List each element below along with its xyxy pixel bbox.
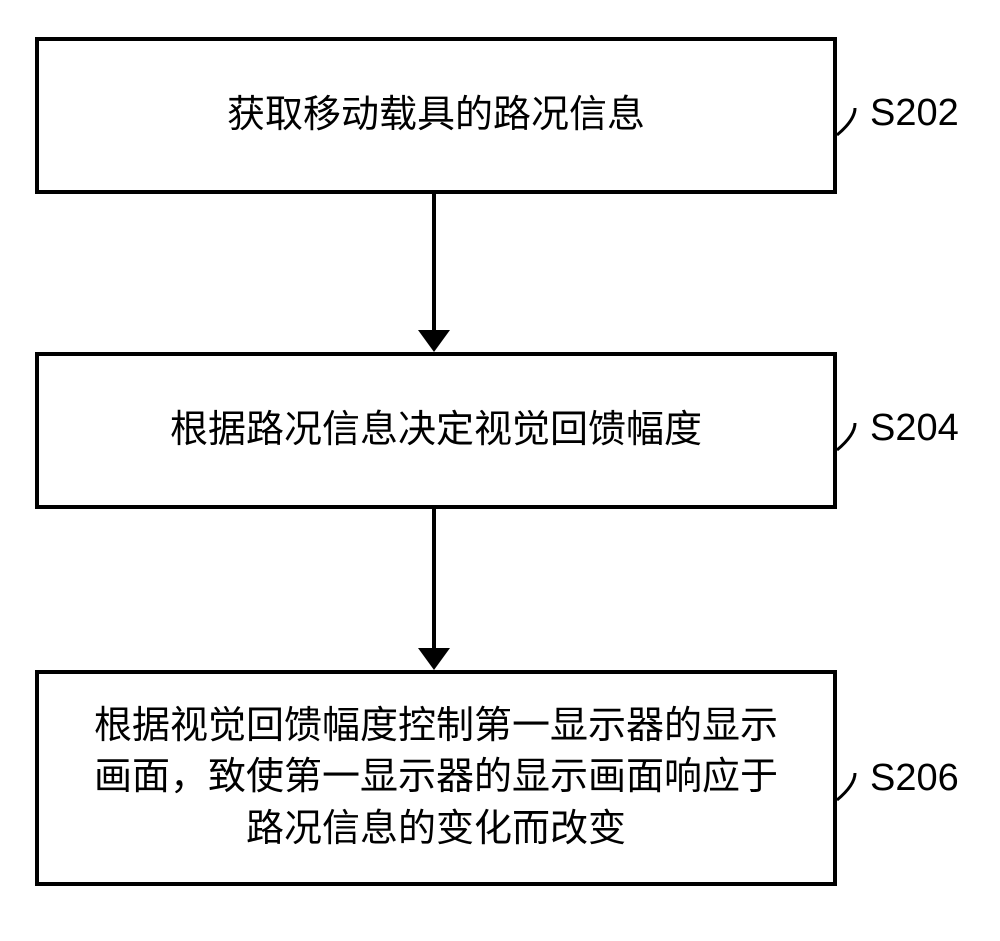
flowchart-arrow-head <box>418 330 450 352</box>
label-connector <box>837 423 855 450</box>
flowchart-node-label-s206: S206 <box>870 757 959 800</box>
flowchart-node-s202: 获取移动载具的路况信息 <box>35 37 837 194</box>
flowchart-arrow-line <box>432 509 436 648</box>
flowchart-node-text: 根据视觉回馈幅度控制第一显示器的显示画面，致使第一显示器的显示画面响应于路况信息… <box>79 701 793 855</box>
label-connector <box>837 108 855 135</box>
label-connector <box>837 773 855 800</box>
flowchart-arrow-line <box>432 194 436 330</box>
flowchart-node-s204: 根据路况信息决定视觉回馈幅度 <box>35 352 837 509</box>
flowchart-node-text: 根据路况信息决定视觉回馈幅度 <box>170 405 702 456</box>
flowchart-node-label-s204: S204 <box>870 407 959 450</box>
flowchart-node-label-s202: S202 <box>870 92 959 135</box>
flowchart-node-s206: 根据视觉回馈幅度控制第一显示器的显示画面，致使第一显示器的显示画面响应于路况信息… <box>35 670 837 886</box>
flowchart-canvas: { "flowchart": { "type": "flowchart", "b… <box>0 0 1000 941</box>
flowchart-node-text: 获取移动载具的路况信息 <box>227 90 645 141</box>
flowchart-arrow-head <box>418 648 450 670</box>
